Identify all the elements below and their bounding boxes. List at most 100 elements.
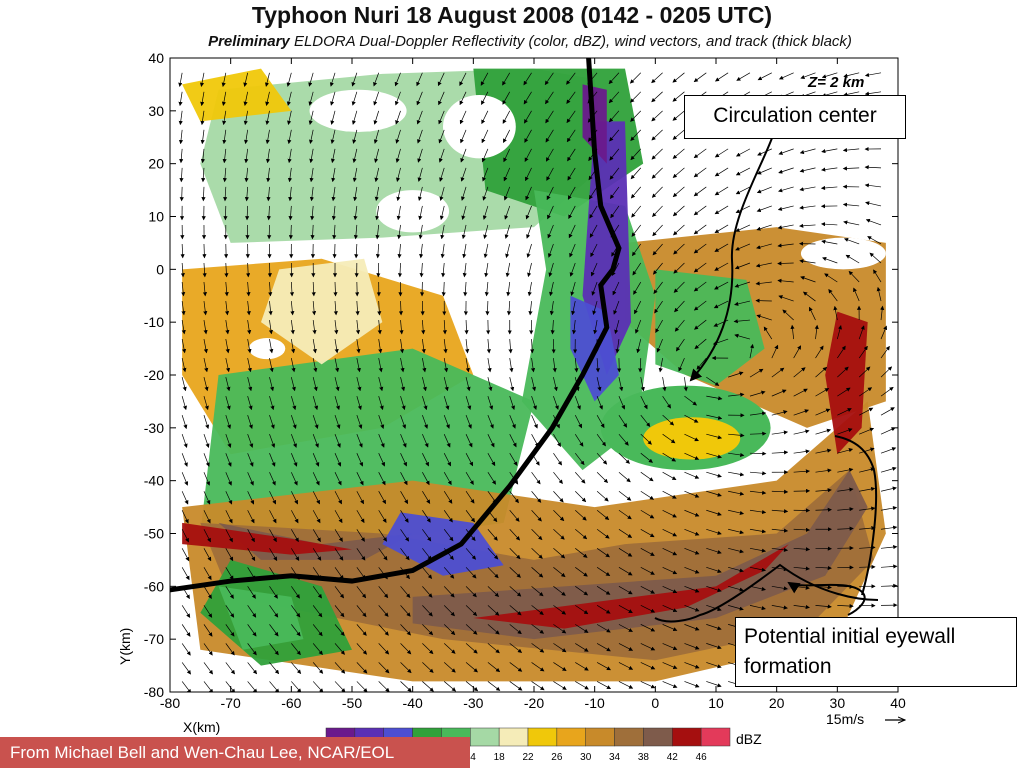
wind-vector bbox=[465, 510, 476, 523]
wind-vector bbox=[749, 566, 767, 572]
wind-vector bbox=[287, 167, 293, 183]
wind-vector bbox=[378, 605, 389, 617]
wind-vector bbox=[266, 205, 271, 221]
wind-vector bbox=[356, 339, 361, 354]
wind-vector bbox=[611, 262, 620, 277]
wind-vector bbox=[531, 643, 545, 653]
wind-vector bbox=[735, 243, 751, 251]
wind-vector bbox=[592, 300, 598, 316]
wind-vector bbox=[837, 448, 854, 454]
wind-vector bbox=[836, 325, 842, 340]
wind-vector bbox=[332, 243, 337, 259]
y-tick-label: 0 bbox=[156, 261, 164, 277]
wind-vector bbox=[269, 358, 274, 373]
wind-vector bbox=[309, 167, 314, 183]
wind-vector bbox=[378, 681, 390, 692]
wind-vector bbox=[422, 605, 433, 617]
wind-vector bbox=[416, 91, 423, 106]
wind-vector bbox=[848, 270, 860, 283]
wind-vector bbox=[225, 472, 232, 486]
wind-vector bbox=[714, 243, 729, 252]
wind-vector bbox=[651, 186, 663, 198]
wind-vector bbox=[465, 415, 472, 429]
wind-vector bbox=[203, 491, 211, 505]
wind-vector bbox=[378, 358, 383, 373]
wind-vector bbox=[291, 491, 298, 505]
wind-vector bbox=[880, 305, 885, 321]
wind-vector bbox=[203, 567, 212, 581]
wind-vector bbox=[400, 643, 412, 655]
colorbar-tick-label: 18 bbox=[494, 752, 506, 763]
wind-vector bbox=[588, 186, 598, 200]
wind-vector bbox=[465, 662, 478, 673]
wind-vector bbox=[833, 305, 838, 321]
wind-vector bbox=[880, 366, 893, 378]
wind-vector bbox=[662, 490, 677, 499]
wind-vector bbox=[225, 415, 231, 430]
x-tick-label: 40 bbox=[890, 695, 906, 711]
wind-vector bbox=[356, 529, 365, 542]
wind-vector bbox=[662, 547, 678, 556]
wind-vector bbox=[778, 167, 794, 174]
wind-vector bbox=[287, 148, 292, 164]
wind-vector bbox=[524, 110, 532, 124]
wind-vector bbox=[596, 624, 611, 633]
wind-vector bbox=[465, 434, 473, 448]
wind-vector bbox=[400, 434, 407, 448]
wind-vector bbox=[395, 148, 401, 163]
wind-vector bbox=[571, 300, 576, 316]
wind-vector bbox=[662, 471, 677, 480]
wind-vector bbox=[291, 643, 301, 656]
wind-vector bbox=[821, 167, 838, 172]
wind-vector bbox=[181, 396, 187, 411]
wind-vector bbox=[334, 491, 342, 505]
wind-vector bbox=[618, 662, 634, 670]
wind-vector bbox=[288, 205, 293, 221]
wind-vector bbox=[574, 358, 579, 373]
wind-vector bbox=[334, 529, 343, 542]
colorbar: 10141822263034384246 bbox=[325, 727, 731, 763]
reflectivity-region bbox=[248, 338, 286, 360]
wind-vector bbox=[181, 377, 187, 392]
wind-vector bbox=[486, 339, 491, 354]
wind-vector bbox=[553, 529, 565, 540]
wind-vector bbox=[526, 243, 532, 258]
x-tick-label: 30 bbox=[830, 695, 846, 711]
wind-vector bbox=[771, 367, 785, 378]
wind-vector bbox=[334, 586, 345, 599]
wind-vector bbox=[200, 129, 205, 145]
wind-vector bbox=[658, 358, 663, 373]
wind-vector bbox=[693, 186, 707, 197]
wind-vector bbox=[652, 262, 663, 275]
wind-vector bbox=[181, 281, 186, 297]
wind-vector bbox=[459, 91, 467, 106]
wind-vector bbox=[880, 564, 898, 569]
wind-vector bbox=[684, 662, 700, 669]
wind-vector bbox=[782, 309, 794, 321]
reflectivity-region bbox=[309, 89, 407, 132]
wind-vector bbox=[575, 605, 589, 615]
wind-vector bbox=[394, 72, 401, 87]
wind-vector bbox=[502, 72, 511, 86]
wind-vector bbox=[441, 262, 446, 278]
wind-vector bbox=[440, 243, 445, 259]
wind-vector bbox=[291, 529, 299, 543]
wind-vector bbox=[683, 377, 688, 392]
wind-vector bbox=[312, 643, 323, 656]
wind-vector bbox=[311, 281, 316, 297]
wind-vector bbox=[842, 147, 860, 153]
wind-vector bbox=[179, 186, 184, 202]
x-tick-label: -30 bbox=[463, 695, 483, 711]
wind-vector bbox=[203, 453, 210, 467]
wind-vector bbox=[247, 605, 257, 618]
wind-vector bbox=[352, 129, 358, 144]
wind-vector bbox=[333, 281, 338, 297]
wind-vector bbox=[443, 377, 449, 392]
wind-vector bbox=[672, 72, 685, 83]
wind-vector bbox=[443, 358, 449, 373]
wind-vector bbox=[706, 681, 722, 688]
wind-vector bbox=[531, 567, 544, 578]
wind-vector bbox=[815, 448, 832, 454]
wind-vector bbox=[290, 377, 296, 392]
wind-vector bbox=[377, 301, 382, 316]
